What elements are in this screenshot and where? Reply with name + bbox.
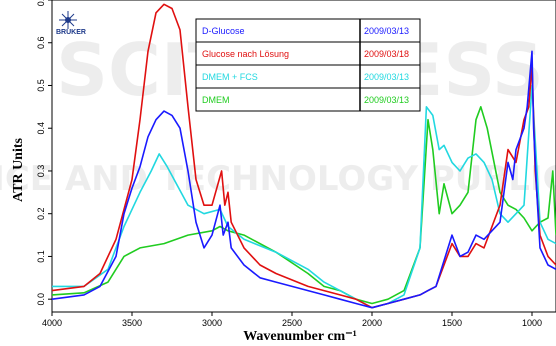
y-tick-label: 0.0	[36, 293, 46, 306]
x-tick-label: 1000	[522, 318, 542, 328]
legend-entry-date: 2009/03/13	[364, 26, 409, 36]
legend-entry-date: 2009/03/13	[364, 72, 409, 82]
series-layer	[51, 3, 556, 309]
axes: 4000 3500 3000 2500 2000 1500 1000 0.0 0.1 0.2 0.3…	[11, 0, 542, 344]
legend-entry-date: 2009/03/13	[364, 95, 409, 105]
plot-frame	[51, 0, 556, 313]
watermark-subtitle: SCIENCE AND TECHNOLOGY PUBLICATIONS	[0, 159, 556, 199]
series-line-d-glucose	[51, 50, 556, 309]
series-line-glucose-nach-l-sung	[51, 3, 556, 309]
y-tick-label: 0.4	[36, 122, 46, 135]
x-axis-title: Wavenumber cm⁻¹	[243, 329, 357, 344]
x-tick-label: 3000	[202, 318, 222, 328]
legend-entry-name: Glucose nach Lösung	[202, 49, 289, 59]
y-tick-label: 0.1	[36, 250, 46, 263]
legend-entry-name: DMEM	[202, 95, 230, 105]
plot-area	[51, 0, 556, 313]
series-line-dmem-fcs	[52, 84, 556, 309]
x-tick-label: 2000	[362, 318, 382, 328]
x-tick-label: 2500	[282, 318, 302, 328]
logo-text: BRUKER	[56, 29, 86, 36]
x-tick-label: 3500	[122, 318, 142, 328]
y-tick-label: 0.5	[36, 79, 46, 92]
x-tick-label: 4000	[42, 318, 62, 328]
y-tick-label: 0.3	[36, 165, 46, 178]
legend-entry-date: 2009/03/18	[364, 49, 409, 59]
x-tick-label: 1500	[442, 318, 462, 328]
bruker-logo: BRUKER	[56, 11, 86, 36]
legend-entry-name: DMEM + FCS	[202, 72, 258, 82]
y-tick-label: 0.7	[36, 0, 46, 6]
y-axis-title: ATR Units	[11, 137, 26, 201]
series-line-dmem	[51, 106, 556, 305]
y-tick-label: 0.2	[36, 207, 46, 220]
y-tick-label: 0.6	[36, 36, 46, 49]
legend: D-Glucose 2009/03/13 Glucose nach Lösung 20…	[195, 18, 421, 112]
legend-entry-name: D-Glucose	[202, 26, 245, 36]
